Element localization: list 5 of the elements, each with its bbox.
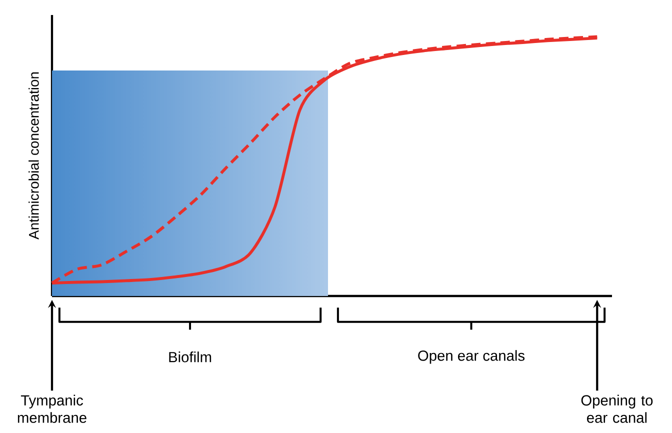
text: Biofilm — [169, 352, 212, 362]
text: Tympanic membrane — [18, 394, 86, 423]
text: Opening to ear canal — [581, 394, 653, 423]
text: Open ear canals — [418, 350, 525, 364]
y-axis-title: Antimicrobial concentration — [28, 72, 39, 240]
